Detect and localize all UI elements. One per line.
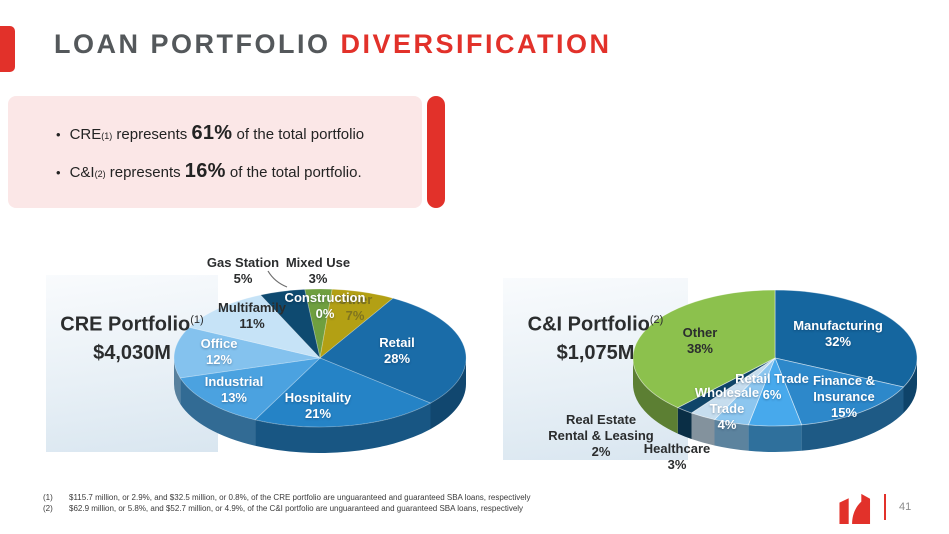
cre-portfolio-chart: CRE Portfolio(1) $4,030M Mixed Use 3% Othe… xyxy=(40,248,470,488)
ci-title-text: C&I Portfolio xyxy=(527,313,650,336)
pie-slice xyxy=(903,358,918,413)
pie-slice xyxy=(691,413,715,446)
page-title-gray: LOAN PORTFOLIO xyxy=(54,29,341,59)
cre-chart-title: CRE Portfolio(1) $4,030M xyxy=(46,308,218,365)
pie-slice xyxy=(255,403,431,453)
bullet-mid-text: represents xyxy=(112,125,192,143)
title-accent-bar xyxy=(0,26,15,72)
slice-label-hospitality: Hospitality 21% xyxy=(284,390,352,421)
bullet-term: CRE xyxy=(69,125,102,143)
pie-slice xyxy=(748,424,802,453)
pie-slice xyxy=(632,289,776,409)
bullet-rest-text: of the total portfolio xyxy=(232,125,365,143)
slice-label-other: Other 38% xyxy=(682,325,718,356)
pie-slice xyxy=(188,294,322,359)
footnote-text: $62.9 million, or 5.8%, and $52.7 millio… xyxy=(69,504,524,513)
ci-title-footnote-ref: (2) xyxy=(649,314,664,326)
slice-label-real-estate-rental-leasing: Real Estate Rental & Leasing 2% xyxy=(548,412,654,459)
cre-title-footnote-ref: (1) xyxy=(190,314,204,326)
pie-slice xyxy=(319,288,394,359)
slice-label-retail-trade: Retail Trade 6% xyxy=(735,371,809,402)
footnote-number: (2) xyxy=(43,504,53,513)
slice-label-manufacturing: Manufacturing 32% xyxy=(793,318,883,349)
callout-bullet-ci: • C&I (2) represents 16% of the total port… xyxy=(56,159,362,182)
footnote-1: (1) $115.7 million, or 2.9%, and $32.5 m… xyxy=(43,492,530,503)
pie-slice xyxy=(180,377,256,446)
footnote-text: $115.7 million, or 2.9%, and $32.5 milli… xyxy=(69,493,531,502)
pie-slice xyxy=(319,297,467,404)
cre-total-amount: $4,030M xyxy=(93,341,171,364)
pie-slice xyxy=(677,407,692,439)
callout-bullet-cre: • CRE (1) represents 61% of the total port… xyxy=(56,121,365,144)
ci-pie xyxy=(632,289,918,453)
pie-slice xyxy=(304,288,333,359)
bullet-mid-text: represents xyxy=(105,163,185,181)
pie-slice xyxy=(774,357,905,426)
pie-slice xyxy=(179,357,322,421)
pie-slice xyxy=(801,387,904,451)
slice-label-retail: Retail 28% xyxy=(379,335,415,366)
bullet-dot: • xyxy=(56,126,61,142)
ci-total-amount: $1,075M xyxy=(556,341,635,364)
slice-label-finance-insurance: Finance & Insurance 15% xyxy=(812,373,876,420)
bullet-rest-text: of the total portfolio. xyxy=(225,163,362,181)
label-leader-line xyxy=(267,270,288,288)
pie-slice xyxy=(173,326,321,379)
pie-slice xyxy=(174,358,181,404)
slice-label-other: Other 7% xyxy=(337,292,373,323)
summary-callout: • CRE (1) represents 61% of the total port… xyxy=(8,96,445,208)
slice-label-gas-station: Gas Station 5% xyxy=(206,255,280,286)
slice-label-construction: Construction 0% xyxy=(284,290,366,321)
bullet-percentage: 61% xyxy=(191,121,233,144)
pie-slice xyxy=(714,419,749,451)
page-title: LOAN PORTFOLIO DIVERSIFICATION xyxy=(54,28,612,60)
bullet-percentage: 16% xyxy=(184,159,226,182)
pie-slice xyxy=(633,358,678,434)
ci-chart-title: C&I Portfolio(2) $1,075M xyxy=(503,308,688,365)
page-number: 41 xyxy=(899,501,912,513)
slice-label-multifamily: Multifamily 11% xyxy=(218,300,286,331)
pie-slice xyxy=(259,288,321,360)
summary-callout-body: • CRE (1) represents 61% of the total port… xyxy=(8,96,422,208)
ci-portfolio-chart: C&I Portfolio(2) $1,075M Manufacturing 32… xyxy=(500,248,949,488)
slice-label-industrial: Industrial 13% xyxy=(204,374,264,405)
callout-accent-bar xyxy=(427,96,445,208)
slice-label-office: Office 12% xyxy=(200,336,238,367)
page-title-red: DIVERSIFICATION xyxy=(340,29,612,59)
slice-label-healthcare: Healthcare 3% xyxy=(643,441,711,472)
hanmi-logo-icon xyxy=(839,493,871,524)
footnote-number: (1) xyxy=(43,493,53,502)
pie-slice xyxy=(254,357,432,428)
pie-slice xyxy=(774,289,918,388)
footer-divider xyxy=(884,494,886,520)
cre-title-text: CRE Portfolio xyxy=(60,313,191,336)
footnotes: (1) $115.7 million, or 2.9%, and $32.5 m… xyxy=(43,492,530,514)
footnote-2: (2) $62.9 million, or 5.8%, and $52.7 mi… xyxy=(43,503,530,514)
bullet-term: C&I xyxy=(69,163,95,181)
pie-slice xyxy=(430,358,467,430)
slice-label-mixed-use: Mixed Use 3% xyxy=(285,255,351,286)
bullet-dot: • xyxy=(56,164,61,180)
slice-label-wholesale-trade: Wholesale Trade 4% xyxy=(694,385,760,432)
cre-pie xyxy=(173,270,467,453)
